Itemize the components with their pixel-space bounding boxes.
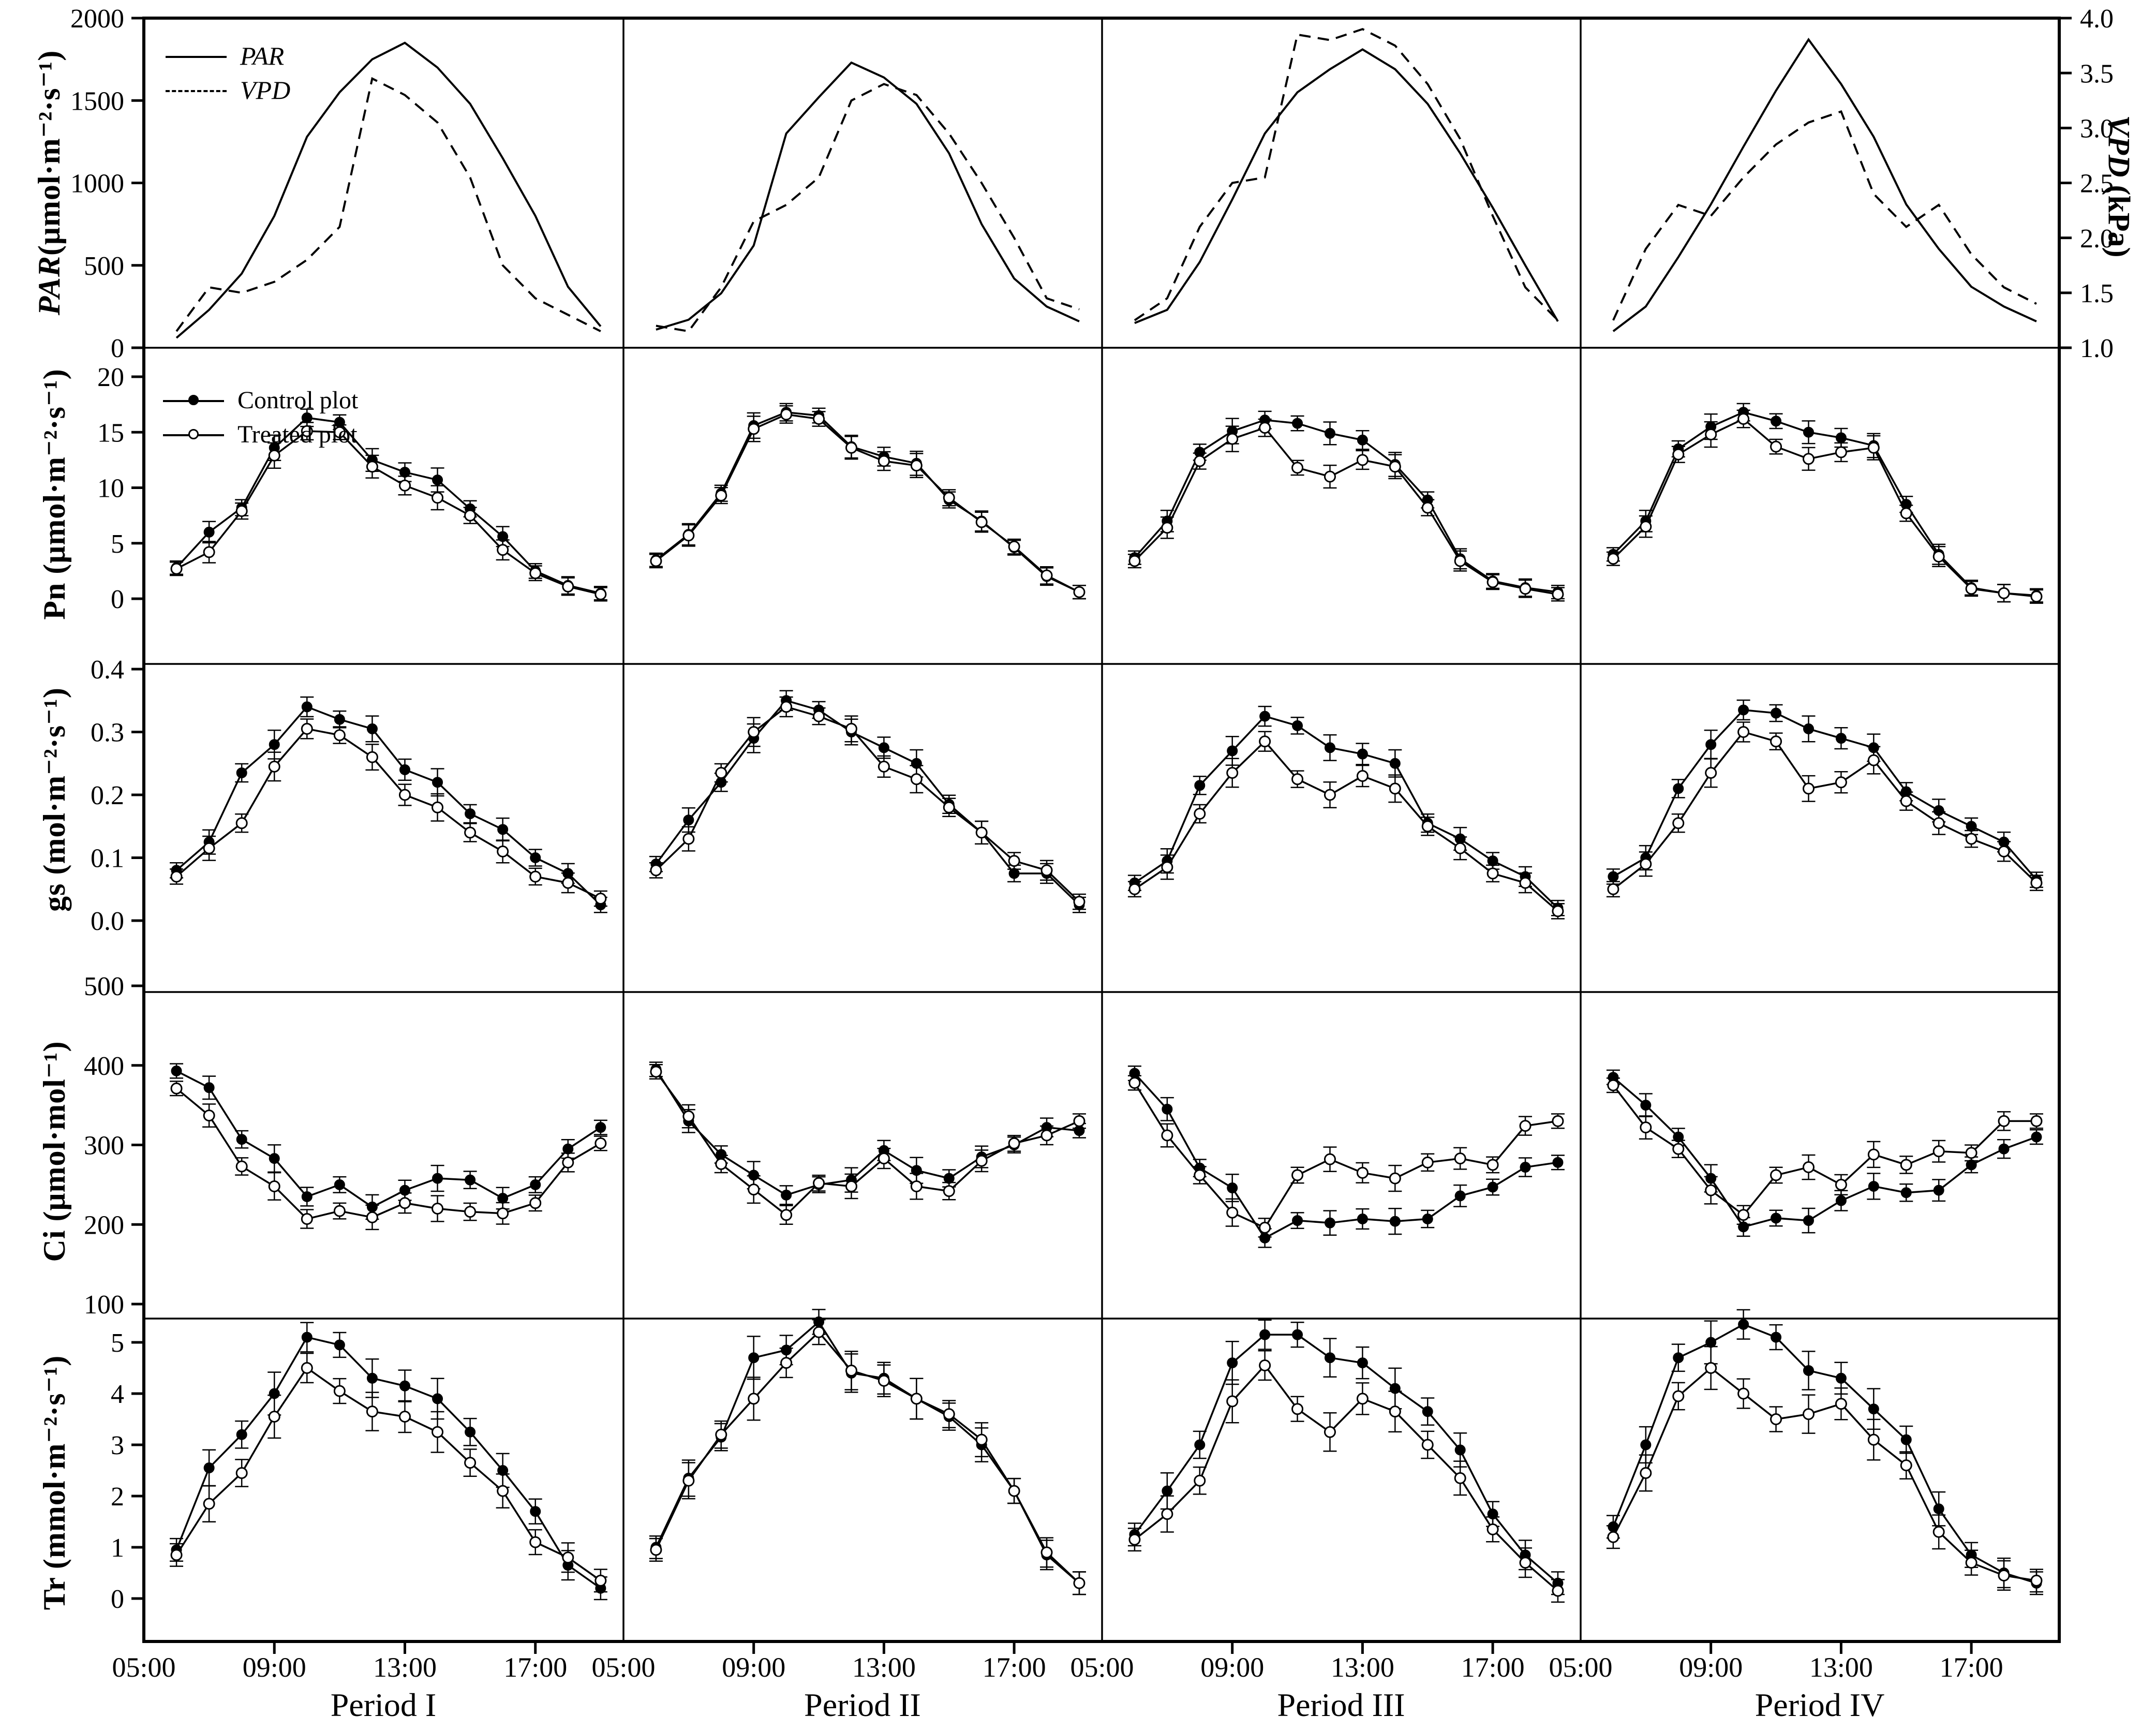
svg-text:17:00: 17:00: [983, 1652, 1046, 1683]
legend-vpd-label: VPD: [240, 76, 291, 105]
period-label-2: Period II: [804, 1686, 921, 1723]
svg-text:17:00: 17:00: [1461, 1652, 1525, 1683]
svg-text:2.5: 2.5: [2080, 169, 2114, 199]
svg-text:1: 1: [111, 1533, 124, 1563]
svg-text:400: 400: [84, 1052, 124, 1081]
svg-text:13:00: 13:00: [373, 1652, 437, 1683]
svg-text:5: 5: [111, 1328, 124, 1358]
legend-item-par: PAR: [166, 39, 290, 73]
vpd-axis-label-prefix: VPD: [2102, 115, 2136, 177]
svg-text:05:00: 05:00: [112, 1652, 175, 1683]
svg-text:09:00: 09:00: [1679, 1652, 1743, 1683]
ci-axis-label: Ci (μmol·mol⁻¹): [37, 1041, 71, 1262]
par-axis-label-prefix: PAR: [32, 256, 66, 316]
svg-text:09:00: 09:00: [1200, 1652, 1264, 1683]
pn-axis-label: Pn (μmol·m⁻²·s⁻¹): [37, 368, 71, 620]
svg-text:0.3: 0.3: [91, 718, 124, 748]
svg-text:300: 300: [84, 1131, 124, 1161]
svg-text:05:00: 05:00: [1070, 1652, 1134, 1683]
svg-text:13:00: 13:00: [1809, 1652, 1873, 1683]
svg-text:15: 15: [97, 418, 124, 448]
svg-text:17:00: 17:00: [1940, 1652, 2003, 1683]
svg-text:1500: 1500: [70, 86, 124, 116]
gs-axis-label: gs (mol·m⁻²·s⁻¹): [37, 687, 71, 912]
svg-text:2: 2: [111, 1482, 124, 1512]
svg-text:13:00: 13:00: [1331, 1652, 1394, 1683]
period-label-3: Period III: [1277, 1686, 1405, 1723]
svg-text:1.5: 1.5: [2080, 279, 2114, 308]
svg-text:500: 500: [84, 972, 124, 1001]
svg-text:3: 3: [111, 1431, 124, 1460]
svg-text:4: 4: [111, 1380, 124, 1409]
plots-legend: Control plot Treated plot: [163, 383, 358, 451]
period-label-4: Period IV: [1754, 1686, 1885, 1723]
svg-text:0.0: 0.0: [91, 907, 124, 936]
svg-text:2000: 2000: [70, 4, 124, 34]
svg-text:09:00: 09:00: [243, 1652, 306, 1683]
vpd-axis-label: VPD (kPa): [2101, 115, 2137, 258]
legend-control-label: Control plot: [237, 386, 359, 414]
svg-text:0.2: 0.2: [91, 781, 124, 810]
par-axis-label: PAR(μmol·m⁻²·s⁻¹): [31, 50, 67, 316]
period-label-1: Period I: [330, 1686, 437, 1723]
legend-item-vpd: VPD: [166, 73, 290, 107]
par-vpd-legend: PAR VPD: [166, 39, 290, 107]
svg-text:20: 20: [97, 363, 124, 392]
svg-text:4.0: 4.0: [2080, 4, 2114, 34]
vpd-axis-label-units: (kPa): [2102, 177, 2136, 258]
svg-text:0.1: 0.1: [91, 844, 124, 874]
svg-text:10: 10: [97, 474, 124, 504]
svg-text:500: 500: [84, 251, 124, 281]
svg-text:17:00: 17:00: [503, 1652, 567, 1683]
svg-text:1000: 1000: [70, 169, 124, 199]
svg-text:05:00: 05:00: [1549, 1652, 1612, 1683]
svg-text:0: 0: [111, 585, 124, 614]
svg-text:5: 5: [111, 529, 124, 559]
svg-text:3.0: 3.0: [2080, 114, 2114, 144]
legend-item-control: Control plot: [163, 383, 358, 417]
svg-text:3.5: 3.5: [2080, 59, 2114, 88]
svg-text:0: 0: [111, 334, 124, 363]
svg-text:2.0: 2.0: [2080, 224, 2114, 254]
legend-item-treated: Treated plot: [163, 417, 358, 451]
svg-text:100: 100: [84, 1290, 124, 1320]
legend-treated-label: Treated plot: [237, 420, 358, 448]
svg-text:09:00: 09:00: [722, 1652, 785, 1683]
par-axis-label-units: (μmol·m⁻²·s⁻¹): [32, 50, 66, 256]
svg-text:13:00: 13:00: [852, 1652, 916, 1683]
legend-par-label: PAR: [240, 41, 285, 70]
tr-axis-label: Tr (mmol·m⁻²·s⁻¹): [37, 1355, 71, 1610]
svg-text:05:00: 05:00: [591, 1652, 655, 1683]
svg-text:0: 0: [111, 1585, 124, 1614]
svg-text:200: 200: [84, 1210, 124, 1240]
svg-text:1.0: 1.0: [2080, 334, 2114, 363]
svg-text:0.4: 0.4: [91, 655, 124, 685]
